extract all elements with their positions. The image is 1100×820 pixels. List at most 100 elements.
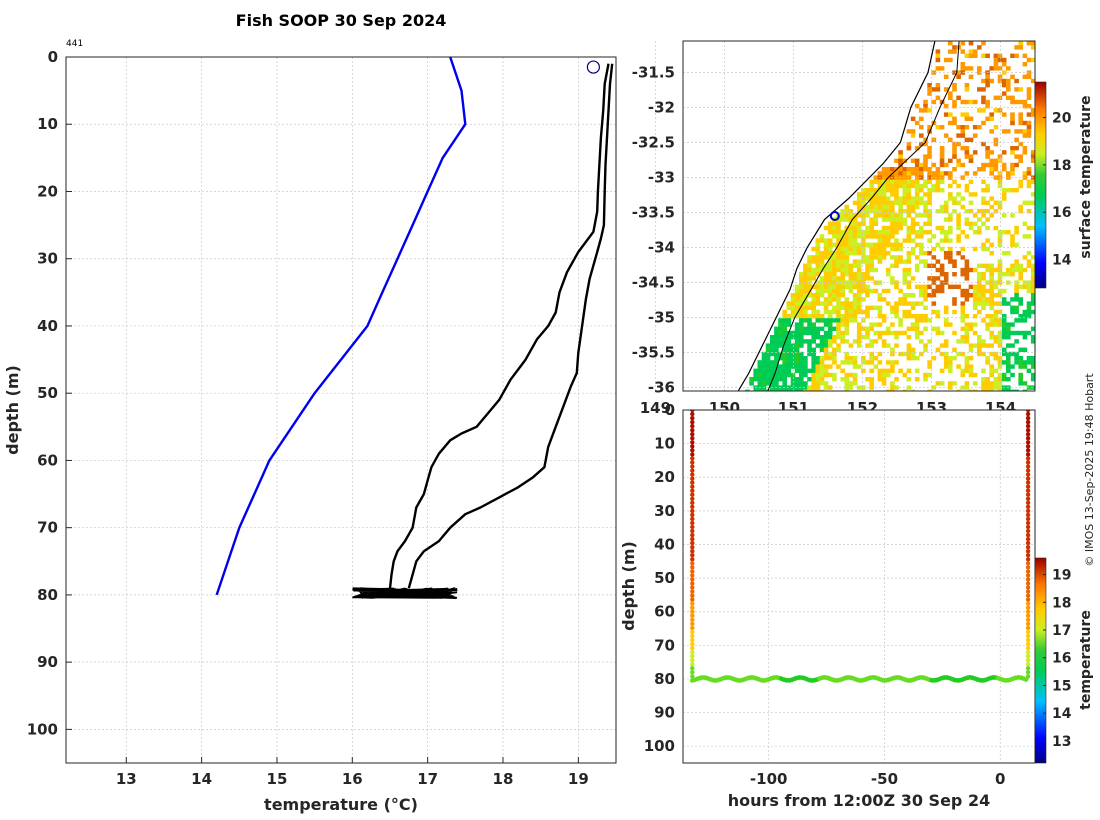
map-sst-cell: [997, 343, 1003, 348]
map-sst-cell: [952, 116, 957, 121]
map-sst-cell: [803, 280, 808, 285]
map-sst-cell: [840, 288, 845, 294]
map-sst-cell: [794, 356, 800, 361]
map-sst-cell: [956, 364, 961, 369]
map-sst-cell: [865, 188, 870, 193]
map-sst-cell: [993, 339, 999, 344]
map-sst-cell: [943, 87, 949, 92]
map-sst-cell: [1001, 188, 1007, 193]
map-sst-cell: [927, 108, 932, 113]
map-sst-cell: [745, 389, 750, 391]
map-sst-cell: [981, 381, 986, 386]
map-sst-cell: [977, 230, 982, 235]
map-sst-cell: [770, 381, 775, 386]
map-sst-cell: [861, 335, 866, 340]
map-sst-cell: [902, 196, 908, 201]
map-sst-cell: [873, 288, 879, 294]
timeseries-point: [1025, 597, 1031, 602]
map-coastline: [737, 41, 936, 391]
map-sst-cell: [1001, 196, 1007, 201]
map-sst-cell: [811, 385, 816, 390]
map-sst-cell: [977, 301, 982, 306]
timeseries-point: [1025, 561, 1031, 566]
timeseries-point: [1025, 436, 1031, 441]
map-sst-cell: [894, 343, 899, 348]
map-sst-cell: [832, 339, 837, 344]
map-sst-cell: [1022, 255, 1028, 260]
map-sst-cell: [873, 305, 879, 310]
map-sst-cell: [832, 276, 837, 281]
credit-text: © IMOS 13-Sep-2025 19:48 Hobart: [1083, 373, 1096, 567]
map-sst-cell: [1010, 297, 1015, 302]
timeseries-point: [690, 528, 695, 534]
timeseries-point: [690, 480, 695, 485]
map-sst-cell: [1018, 272, 1023, 277]
map-sst-cell: [964, 116, 970, 121]
map-sst-cell: [981, 41, 986, 46]
map-sst-cell: [914, 234, 920, 239]
map-sst-cell: [873, 192, 879, 197]
map-sst-cell: [902, 389, 908, 391]
map-sst-cell: [1026, 171, 1032, 176]
map-sst-cell: [923, 305, 928, 310]
map-sst-cell: [910, 200, 916, 205]
map-sst-cell: [819, 389, 825, 391]
map-sst-cell: [989, 335, 994, 340]
map-sst-cell: [778, 339, 783, 344]
map-sst-cell: [931, 188, 937, 193]
map-sst-cell: [885, 230, 891, 235]
map-sst-cell: [799, 272, 804, 277]
map-sst-cell: [1022, 267, 1028, 273]
map-sst-cell: [844, 356, 850, 361]
map-sst-cell: [794, 347, 800, 352]
map-sst-cell: [923, 347, 928, 352]
map-sst-cell: [1030, 293, 1035, 298]
map-sst-cell: [923, 162, 928, 168]
map-sst-cell: [1018, 45, 1023, 50]
map-sst-cell: [906, 188, 912, 193]
map-sst-cell: [1014, 188, 1019, 193]
map-sst-cell: [1001, 389, 1007, 391]
map-sst-cell: [885, 343, 891, 348]
map-sst-cell: [848, 360, 854, 365]
map-sst-cell: [815, 259, 821, 264]
map-sst-cell: [852, 263, 858, 268]
map-sst-cell: [1022, 104, 1028, 109]
map-sst-cell: [964, 288, 970, 294]
map-sst-cell: [869, 381, 874, 386]
map-sst-cell: [840, 272, 845, 277]
timeseries-point: [690, 597, 695, 602]
map-sst-cell: [939, 125, 945, 130]
map-sst-cell: [815, 242, 821, 247]
map-sst-cell: [778, 372, 783, 378]
timeseries-point: [690, 492, 695, 497]
timeseries-points: [689, 410, 1031, 683]
map-ytick-label: -31.5: [632, 64, 675, 82]
timeseries-point: [1025, 460, 1031, 465]
map-sst-cell: [1001, 297, 1007, 302]
map-sst-cell: [1022, 389, 1028, 391]
map-sst-cell: [844, 246, 850, 252]
timeseries-point: [1025, 565, 1031, 570]
map-sst-cell: [993, 53, 999, 58]
map-sst-cell: [1026, 356, 1032, 361]
map-sst-cell: [815, 318, 821, 323]
map-ytick-label: -34.5: [632, 274, 675, 292]
map-sst-cell: [1022, 381, 1028, 386]
map-sst-cell: [827, 276, 833, 281]
map-sst-cell: [894, 217, 899, 222]
map-sst-cell: [981, 209, 986, 214]
map-sst-cell: [856, 251, 862, 256]
map-sst-cell: [923, 314, 928, 319]
map-sst-cell: [844, 322, 850, 327]
map-sst-cell: [823, 322, 829, 327]
map-sst-cell: [815, 288, 821, 294]
map-sst-cell: [1006, 95, 1011, 100]
map-sst-cell: [993, 137, 999, 142]
map-sst-cell: [774, 372, 779, 378]
map-sst-cell: [815, 385, 821, 390]
map-sst-cell: [981, 301, 986, 306]
map-sst-cell: [1022, 309, 1028, 315]
map-sst-cell: [923, 372, 928, 378]
